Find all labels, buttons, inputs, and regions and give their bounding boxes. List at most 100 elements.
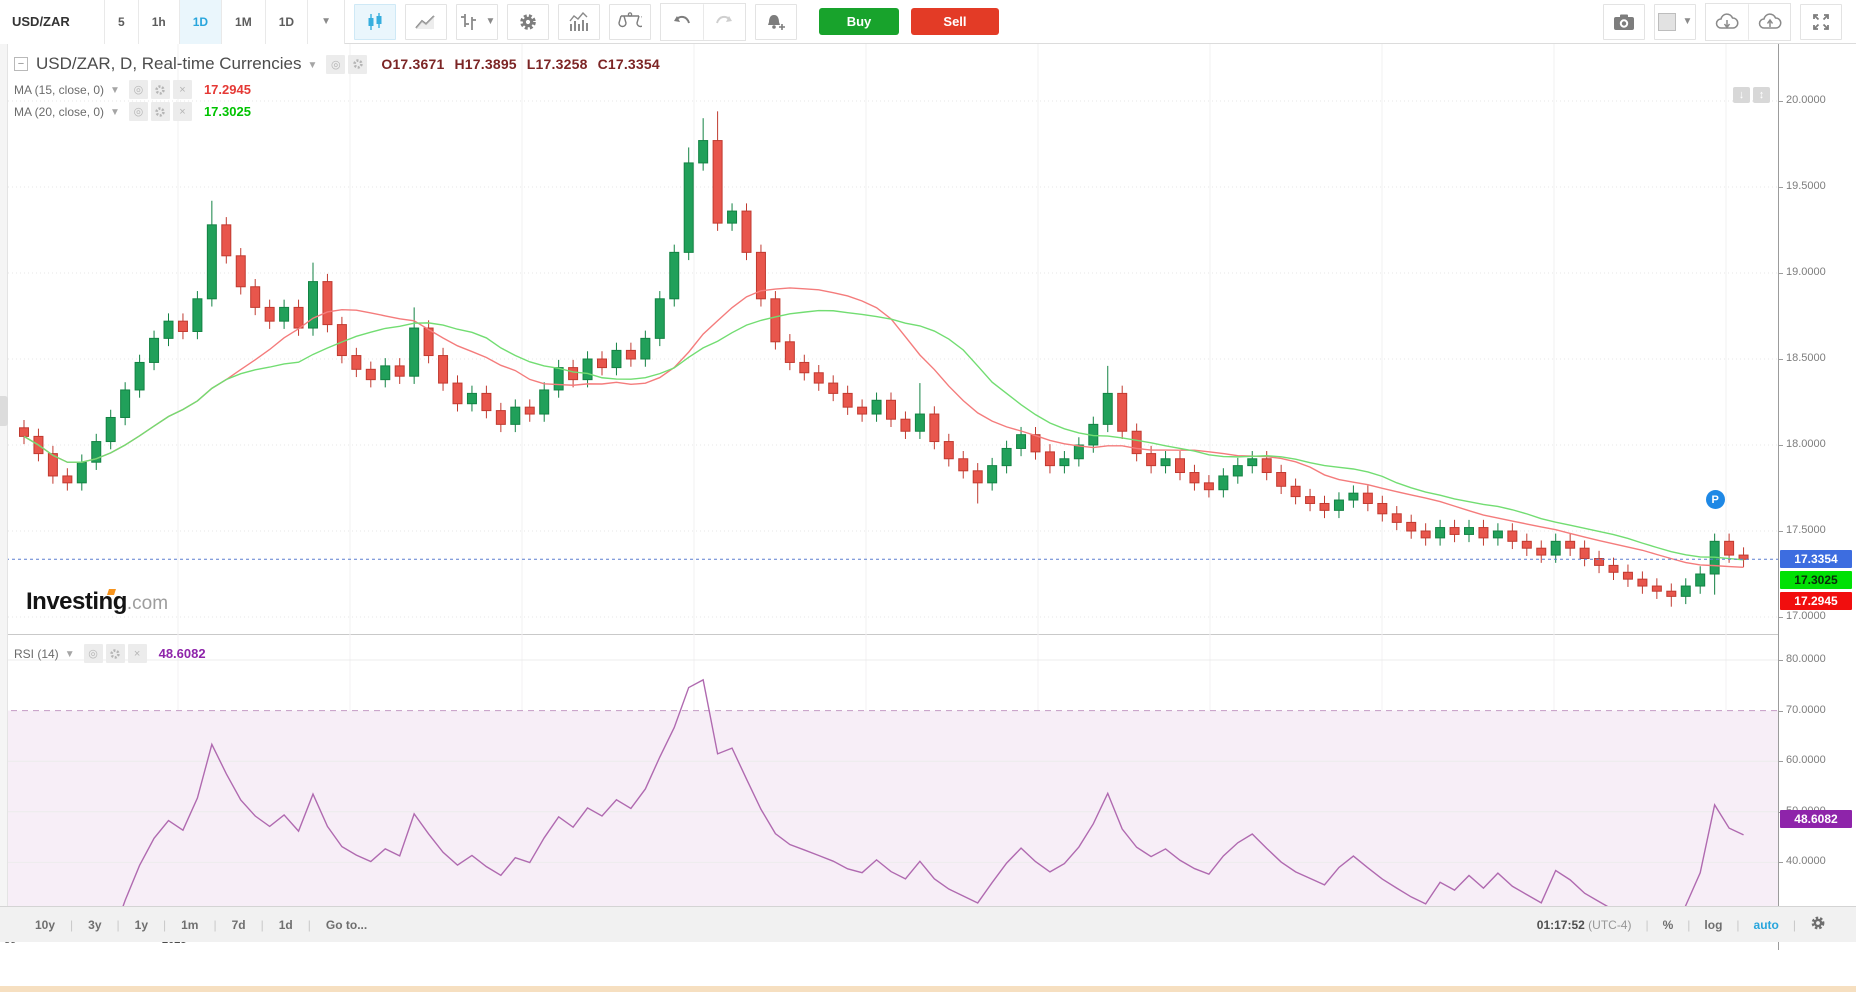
chevron-down-icon[interactable]: ▼: [307, 59, 318, 71]
settings-mini-icon[interactable]: [348, 54, 368, 74]
range-button-7d[interactable]: 7d: [231, 917, 246, 932]
scroll-down-axis-button[interactable]: ↓: [1733, 87, 1750, 103]
interval-1h[interactable]: 1h: [137, 0, 179, 44]
load-chart-button[interactable]: [1706, 3, 1748, 40]
ma15-label: MA (15, close, 0): [14, 82, 105, 97]
interval-1d-active[interactable]: 1D: [178, 0, 222, 44]
axis-label: 18.0000: [1786, 438, 1826, 450]
bottom-toolbar: 10y | 3y | 1y | 1m | 7d | 1d | Go to... 01:17:52 (UT…: [0, 906, 1856, 942]
divider: |: [1645, 917, 1649, 932]
undo-button[interactable]: [660, 3, 703, 40]
chevron-down-icon[interactable]: ▼: [64, 649, 75, 660]
page-edge-strip: [0, 986, 1856, 992]
range-button-1y[interactable]: 1y: [134, 917, 148, 932]
statistics-icon: [569, 11, 588, 31]
axis-tick: [1779, 617, 1783, 618]
axis-label: 60.0000: [1786, 754, 1826, 767]
settings-button[interactable]: [506, 3, 549, 40]
cloud-upload-icon: [1758, 12, 1781, 29]
interval-5m[interactable]: 5: [104, 0, 138, 44]
bottom-settings-button[interactable]: [1796, 915, 1840, 934]
close-icon[interactable]: ×: [172, 80, 192, 99]
chevron-down-icon[interactable]: ▼: [110, 85, 120, 96]
divider: |: [116, 917, 120, 932]
chevron-down-icon[interactable]: ▼: [110, 107, 120, 118]
main-price-pane[interactable]: [0, 44, 1778, 634]
right-toolbar-group: ▼: [1603, 2, 1856, 41]
cloud-download-icon: [1715, 12, 1739, 29]
close-icon[interactable]: ×: [172, 102, 192, 121]
toolbar-handle[interactable]: [0, 396, 8, 426]
price-badge: 17.2945: [1780, 592, 1852, 611]
visibility-icon[interactable]: ◎: [128, 80, 148, 99]
fullscreen-button[interactable]: [1800, 3, 1842, 40]
buy-button[interactable]: Buy: [818, 8, 899, 35]
undo-arrow-icon: [673, 15, 690, 23]
interval-custom[interactable]: 1D: [264, 0, 308, 44]
visibility-icon[interactable]: ◎: [326, 54, 346, 74]
rsi-pane[interactable]: [0, 634, 1778, 930]
axis-label: 18.5000: [1786, 352, 1826, 364]
candlestick-chart-button[interactable]: [353, 3, 396, 40]
axis-label: 20.0000: [1786, 94, 1826, 106]
divider: |: [1687, 917, 1691, 932]
ma20-label: MA (20, close, 0): [14, 104, 105, 119]
redo-button[interactable]: [702, 3, 745, 40]
settings-mini-icon[interactable]: [150, 102, 170, 121]
bell-plus-icon: [767, 14, 785, 30]
range-button-10y[interactable]: 10y: [35, 917, 56, 932]
auto-scale-button[interactable]: auto: [1753, 917, 1779, 932]
settings-mini-icon[interactable]: [150, 80, 170, 99]
axis-label: 17.0000: [1786, 610, 1826, 622]
axis-tick: [1779, 445, 1783, 446]
axis-label: 19.5000: [1786, 180, 1826, 192]
ohlc-bars-icon: [460, 13, 476, 30]
open-value: O17.3671: [381, 56, 445, 72]
clock[interactable]: 01:17:52 (UTC-4): [1523, 918, 1646, 932]
pane-separator[interactable]: [0, 634, 1778, 635]
percent-scale-button[interactable]: %: [1662, 917, 1674, 932]
price-axis[interactable]: 20.0000 19.5000 19.0000 18.5000 18.0000 17.50…: [1778, 44, 1856, 950]
axis-tick: [1779, 273, 1783, 274]
collapse-icon[interactable]: −: [14, 57, 28, 71]
range-button-3y[interactable]: 3y: [88, 917, 102, 932]
divider: |: [70, 917, 74, 932]
price-badge: 17.3354: [1780, 550, 1852, 569]
position-marker[interactable]: P: [1705, 490, 1725, 510]
interval-1month[interactable]: 1M: [221, 0, 265, 44]
line-chart-button[interactable]: [404, 3, 447, 40]
indicators-button[interactable]: [557, 3, 600, 40]
visibility-icon[interactable]: ◎: [83, 644, 103, 663]
range-button-1d[interactable]: 1d: [278, 917, 293, 932]
background-color-picker[interactable]: ▼: [1654, 3, 1696, 40]
axis-tick: [1779, 531, 1783, 532]
settings-mini-icon[interactable]: [105, 644, 125, 663]
rsi-badge: 48.6082: [1780, 809, 1852, 828]
rsi-value: 48.6082: [158, 646, 206, 661]
rsi-label: RSI (14): [14, 646, 59, 661]
drawing-toolbar-collapsed[interactable]: [0, 44, 8, 930]
chart-area: − USD/ZAR, D, Real-time Currencies ▼ ◎ O…: [0, 44, 1856, 950]
close-icon[interactable]: ×: [127, 644, 147, 663]
clock-time: 01:17:52: [1536, 917, 1585, 932]
save-chart-button[interactable]: [1748, 3, 1790, 40]
divider: |: [307, 917, 311, 932]
interval-dropdown[interactable]: ▼: [307, 0, 344, 44]
divider: |: [260, 917, 264, 932]
resize-axis-button[interactable]: ↕: [1753, 87, 1770, 103]
bar-style-dropdown-button[interactable]: ▼: [455, 3, 498, 40]
log-scale-button[interactable]: log: [1704, 917, 1723, 932]
compare-button[interactable]: [608, 3, 651, 40]
bottom-right-group: 01:17:52 (UTC-4) | % | log | auto |: [1523, 915, 1856, 934]
alert-button[interactable]: [754, 3, 797, 40]
gear-icon: [1811, 916, 1825, 930]
range-button-1m[interactable]: 1m: [181, 917, 199, 932]
screenshot-button[interactable]: [1603, 3, 1645, 40]
axis-label: 80.0000: [1786, 653, 1826, 665]
axis-tick: [1779, 101, 1783, 102]
visibility-icon[interactable]: ◎: [128, 102, 148, 121]
symbol-label[interactable]: USD/ZAR: [0, 0, 104, 44]
range-button-goto[interactable]: Go to...: [325, 917, 368, 932]
ma20-value: 17.3025: [203, 104, 251, 119]
sell-button[interactable]: Sell: [910, 8, 999, 35]
